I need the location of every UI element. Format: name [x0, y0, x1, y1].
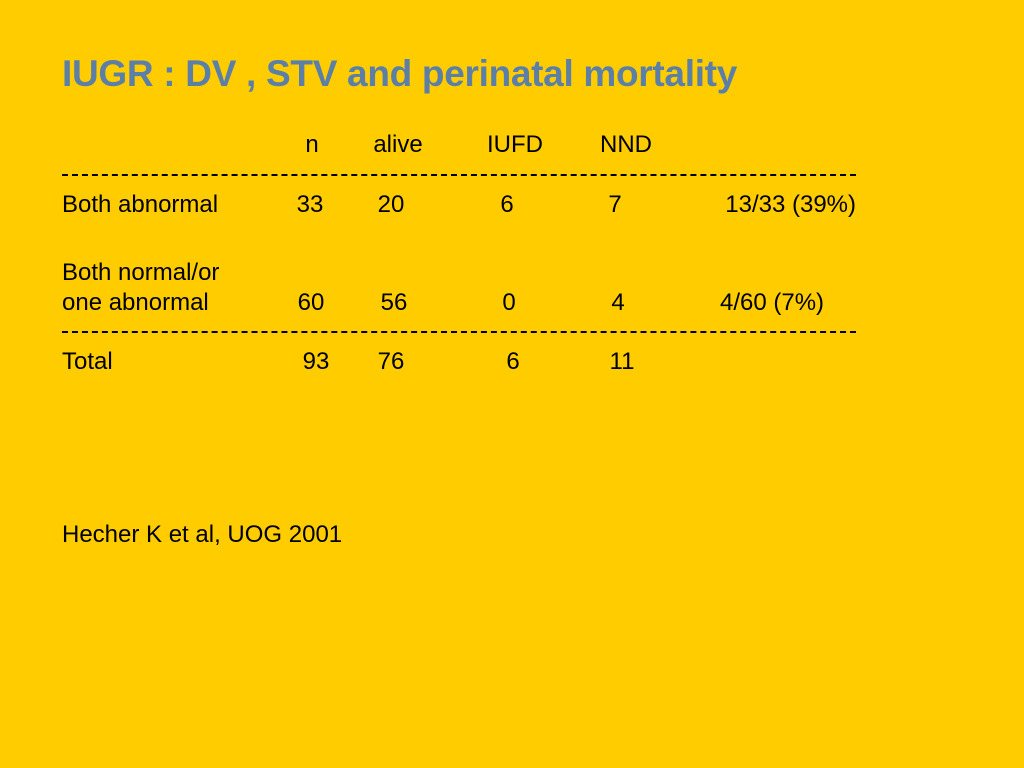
- total-nnd: 11: [609, 348, 635, 375]
- row-label-continued: one abnormal: [62, 289, 209, 316]
- cell-alive: 56: [380, 289, 408, 316]
- total-n: 93: [302, 348, 330, 375]
- total-alive: 76: [377, 348, 405, 375]
- cell-alive: 20: [377, 191, 405, 218]
- header-iufd: IUFD: [487, 131, 543, 158]
- header-alive: alive: [373, 131, 423, 158]
- separator-top: [62, 174, 856, 176]
- total-iufd: 6: [506, 348, 520, 375]
- cell-nnd: 7: [608, 191, 622, 218]
- row-label: Both abnormal: [62, 191, 219, 218]
- header-nnd: NND: [600, 131, 652, 158]
- header-n: n: [305, 131, 319, 158]
- cell-n: 60: [297, 289, 325, 316]
- row-label: Both normal/or: [62, 259, 220, 286]
- cell-n: 33: [296, 191, 324, 218]
- total-label: Total: [62, 348, 113, 375]
- cell-mortality: 13/33 (39%): [725, 191, 856, 218]
- separator-bottom: [62, 331, 856, 333]
- cell-mortality: 4/60 (7%): [719, 289, 825, 316]
- cell-iufd: 6: [500, 191, 514, 218]
- cell-iufd: 0: [502, 289, 516, 316]
- citation: Hecher K et al, UOG 2001: [62, 521, 343, 548]
- cell-nnd: 4: [611, 289, 625, 316]
- slide-title: IUGR : DV , STV and perinatal mortality: [62, 53, 737, 94]
